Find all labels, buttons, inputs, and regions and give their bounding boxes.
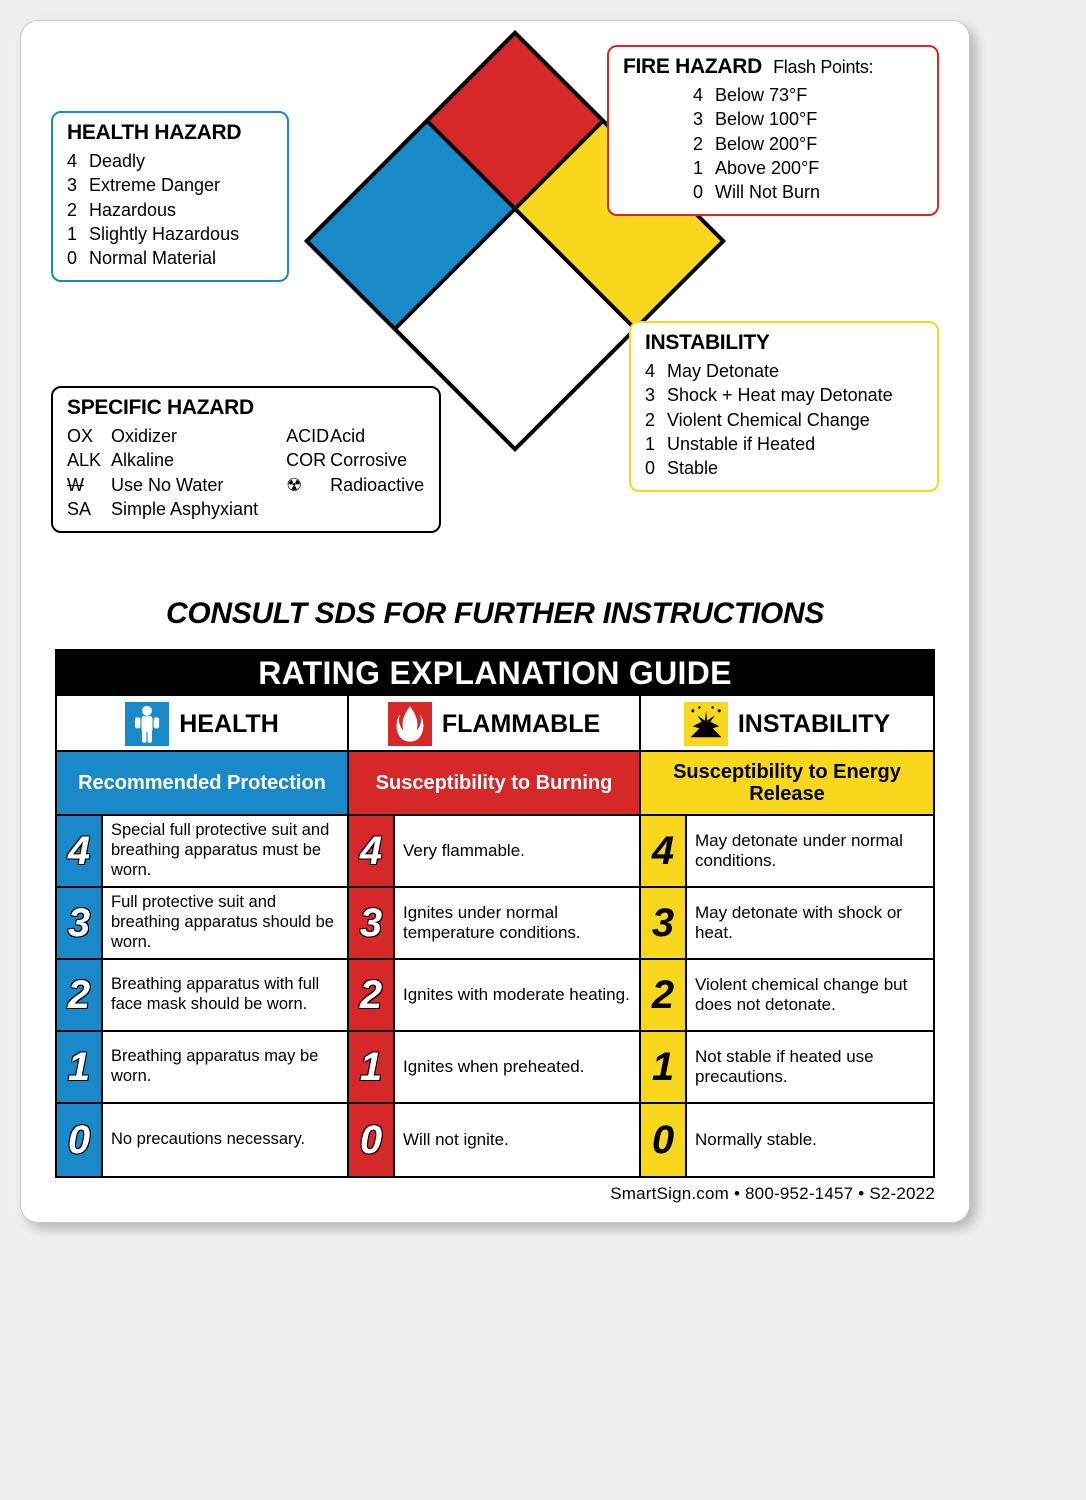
list-item: Radioactive	[286, 473, 424, 497]
table-row: 3May detonate with shock or heat.	[641, 888, 933, 960]
callout-health: HEALTH HAZARD 4Deadly 3Extreme Danger 2H…	[51, 111, 289, 282]
table-row: 3Full protective suit and breathing appa…	[57, 888, 347, 960]
list-item: 0Stable	[645, 456, 925, 480]
table-row: 2Ignites with moderate heating.	[349, 960, 639, 1032]
radioactive-icon	[286, 473, 330, 497]
table-row: 1Breathing apparatus may be worn.	[57, 1032, 347, 1104]
list-item: 0Will Not Burn	[693, 180, 925, 204]
guide-sub: Susceptibility to Energy Release	[641, 752, 933, 816]
guide-sub: Recommended Protection	[57, 752, 347, 816]
list-item: 0Normal Material	[67, 246, 275, 270]
list-item: 1Above 200°F	[693, 156, 925, 180]
guide-col-flammable: FLAMMABLE Susceptibility to Burning 4Ver…	[349, 696, 641, 1176]
nfpa-sign-card: HEALTH HAZARD 4Deadly 3Extreme Danger 2H…	[20, 20, 970, 1223]
table-row: 2Violent chemical change but does not de…	[641, 960, 933, 1032]
guide-sub: Susceptibility to Burning	[349, 752, 639, 816]
table-row: 0No precautions necessary.	[57, 1104, 347, 1176]
consult-text: CONSULT SDS FOR FURTHER INSTRUCTIONS	[55, 597, 935, 631]
table-row: 1Not stable if heated use precautions.	[641, 1032, 933, 1104]
table-row: 0Normally stable.	[641, 1104, 933, 1176]
top-section: HEALTH HAZARD 4Deadly 3Extreme Danger 2H…	[55, 51, 935, 591]
list-item: 4Deadly	[67, 149, 275, 173]
list-item: 4Below 73°F	[693, 83, 925, 107]
table-row: 0Will not ignite.	[349, 1104, 639, 1176]
guide-header-label: HEALTH	[179, 710, 279, 739]
guide-col-instability: INSTABILITY Susceptibility to Energy Rel…	[641, 696, 933, 1176]
callout-instability: INSTABILITY 4May Detonate 3Shock + Heat …	[629, 321, 939, 492]
flame-icon	[388, 702, 432, 746]
list-item: WUse No Water	[67, 473, 258, 497]
list-item: 4May Detonate	[645, 359, 925, 383]
list-item: OXOxidizer	[67, 424, 258, 448]
callout-specific-title: SPECIFIC HAZARD	[67, 396, 427, 420]
list-item: 3Extreme Danger	[67, 173, 275, 197]
table-row: 4Special full protective suit and breath…	[57, 816, 347, 888]
list-item: ALKAlkaline	[67, 448, 258, 472]
table-row: 4Very flammable.	[349, 816, 639, 888]
callout-fire: FIRE HAZARD Flash Points: 4Below 73°F 3B…	[607, 45, 939, 216]
list-item: 1Slightly Hazardous	[67, 222, 275, 246]
person-icon	[125, 702, 169, 746]
guide-col-health: HEALTH Recommended Protection 4Special f…	[57, 696, 349, 1176]
list-item: 1Unstable if Heated	[645, 432, 925, 456]
table-row: 3Ignites under normal temperature condit…	[349, 888, 639, 960]
guide-header-label: INSTABILITY	[738, 710, 890, 739]
guide-title: RATING EXPLANATION GUIDE	[57, 651, 933, 696]
rating-guide: RATING EXPLANATION GUIDE HEALTH Recommen…	[55, 649, 935, 1178]
callout-instability-title: INSTABILITY	[645, 331, 925, 355]
footer: SmartSign.com • 800-952-1457 • S2-2022	[55, 1184, 935, 1204]
explosion-icon	[684, 702, 728, 746]
table-row: 1Ignites when preheated.	[349, 1032, 639, 1104]
list-item: 2Below 200°F	[693, 132, 925, 156]
list-item: 2Hazardous	[67, 198, 275, 222]
table-row: 4May detonate under normal conditions.	[641, 816, 933, 888]
guide-header-flammable: FLAMMABLE	[349, 696, 639, 752]
list-item: ACIDAcid	[286, 424, 424, 448]
guide-header-label: FLAMMABLE	[442, 710, 600, 739]
table-row: 2Breathing apparatus with full face mask…	[57, 960, 347, 1032]
list-item: 3Below 100°F	[693, 107, 925, 131]
list-item: 3Shock + Heat may Detonate	[645, 383, 925, 407]
callout-fire-title: FIRE HAZARD Flash Points:	[623, 55, 925, 79]
callout-specific: SPECIFIC HAZARD OXOxidizer ALKAlkaline W…	[51, 386, 441, 533]
list-item: CORCorrosive	[286, 448, 424, 472]
list-item: SASimple Asphyxiant	[67, 497, 258, 521]
callout-health-title: HEALTH HAZARD	[67, 121, 275, 145]
list-item: 2Violent Chemical Change	[645, 408, 925, 432]
guide-header-instability: INSTABILITY	[641, 696, 933, 752]
guide-header-health: HEALTH	[57, 696, 347, 752]
